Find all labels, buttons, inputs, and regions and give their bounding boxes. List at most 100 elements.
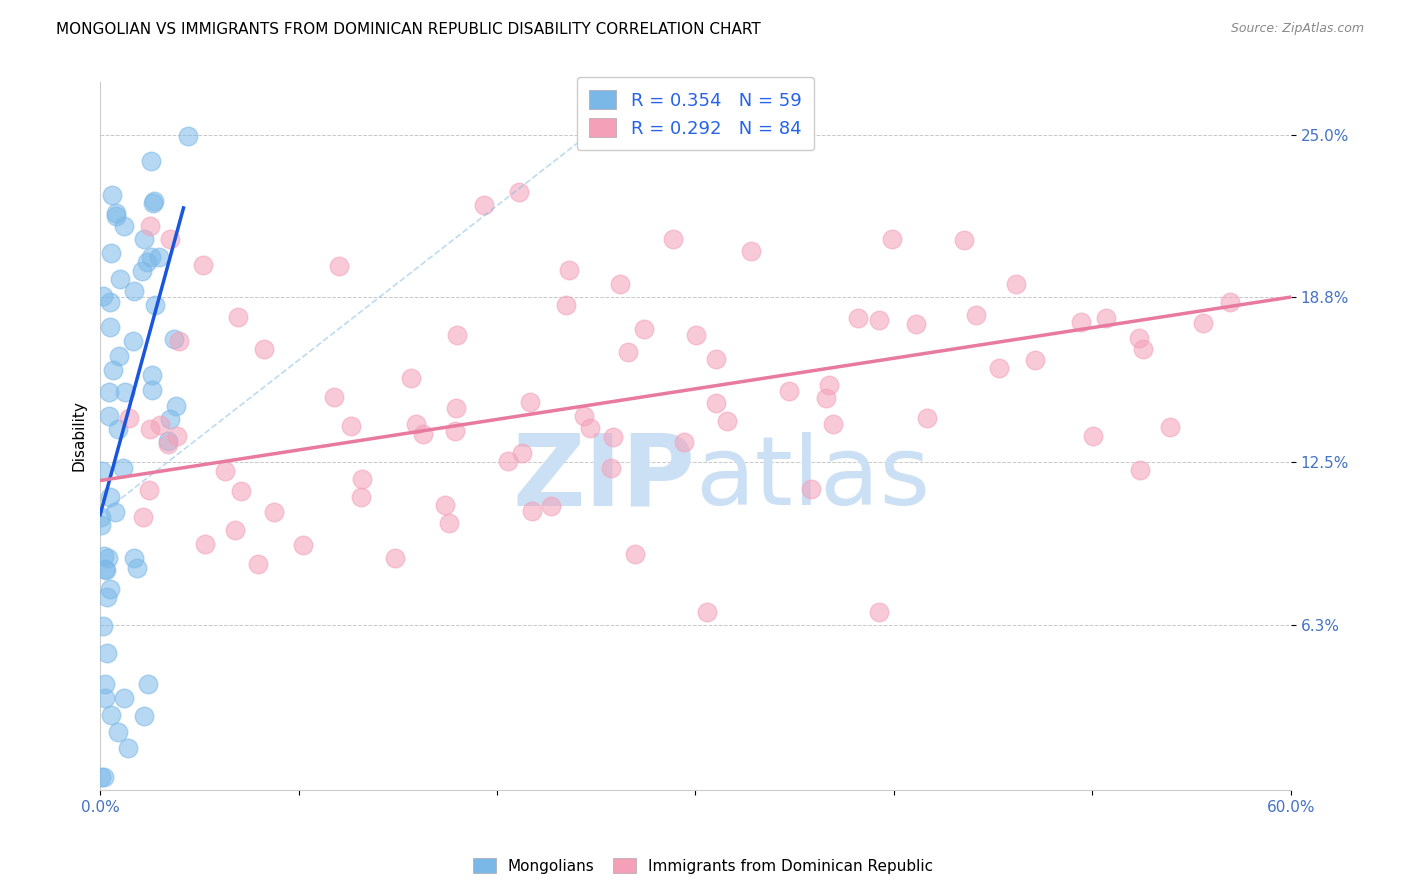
Point [443, 424, 465, 438]
Point [136, 677, 159, 691]
Point [166, 429, 188, 443]
Point [94, 562, 117, 576]
Point [558, 262, 581, 277]
Point [340, 419, 363, 434]
Point [662, 232, 685, 246]
Point [617, 344, 640, 359]
Point [224, 523, 246, 537]
Point [141, 250, 163, 264]
Point [778, 384, 800, 398]
Point [157, 437, 180, 451]
Point [98, 490, 121, 504]
Point [574, 409, 596, 423]
Point [142, 196, 165, 211]
Point [91, 289, 114, 303]
Point [149, 418, 172, 433]
Point [633, 322, 655, 336]
Point [96, 646, 118, 660]
Point [818, 377, 841, 392]
Point [540, 499, 562, 513]
Point [350, 490, 373, 504]
Point [291, 538, 314, 552]
Point [673, 435, 696, 450]
Point [226, 310, 249, 325]
Point [141, 383, 163, 397]
Point [96, 563, 118, 577]
Point [520, 503, 543, 517]
Point [131, 264, 153, 278]
Point [104, 209, 127, 223]
Point [716, 414, 738, 428]
Point [122, 551, 145, 566]
Point [135, 255, 157, 269]
Point [114, 385, 136, 400]
Point [97, 384, 120, 399]
Point [868, 605, 890, 619]
Point [965, 309, 987, 323]
Point [800, 482, 823, 496]
Point [905, 317, 928, 331]
Point [399, 371, 422, 385]
Point [127, 561, 149, 575]
Point [107, 421, 129, 435]
Point [740, 244, 762, 258]
Point [510, 445, 533, 459]
Point [111, 461, 134, 475]
Point [90, 770, 112, 784]
Point [159, 232, 181, 246]
Text: Source: ZipAtlas.com: Source: ZipAtlas.com [1230, 22, 1364, 36]
Point [104, 505, 127, 519]
Point [143, 298, 166, 312]
Point [412, 427, 434, 442]
Point [90, 510, 112, 524]
Point [508, 185, 530, 199]
Point [148, 250, 170, 264]
Point [139, 153, 162, 168]
Point [93, 770, 115, 784]
Point [328, 260, 350, 274]
Point [132, 709, 155, 723]
Point [98, 295, 121, 310]
Point [323, 390, 346, 404]
Point [98, 409, 121, 423]
Point [101, 187, 124, 202]
Point [131, 510, 153, 524]
Point [194, 537, 217, 551]
Point [118, 411, 141, 425]
Point [704, 396, 727, 410]
Point [143, 194, 166, 209]
Point [350, 472, 373, 486]
Point [953, 233, 976, 247]
Point [156, 434, 179, 448]
Point [579, 421, 602, 435]
Point [1095, 311, 1118, 326]
Point [107, 725, 129, 739]
Point [384, 551, 406, 566]
Point [163, 332, 186, 346]
Point [1024, 353, 1046, 368]
Point [623, 547, 645, 561]
Text: ZIP: ZIP [513, 430, 696, 527]
Point [917, 410, 939, 425]
Legend: R = 0.354   N = 59, R = 0.292   N = 84: R = 0.354 N = 59, R = 0.292 N = 84 [576, 77, 814, 150]
Point [108, 349, 131, 363]
Point [472, 198, 495, 212]
Point [446, 327, 468, 342]
Point [1192, 316, 1215, 330]
Point [1159, 420, 1181, 434]
Point [814, 391, 837, 405]
Point [1128, 331, 1150, 345]
Point [94, 677, 117, 691]
Point [112, 691, 135, 706]
Point [880, 232, 903, 246]
Point [519, 395, 541, 409]
Point [988, 361, 1011, 376]
Point [214, 464, 236, 478]
Point [600, 461, 623, 475]
Point [247, 557, 270, 571]
Point [132, 232, 155, 246]
Point [139, 422, 162, 436]
Point [602, 430, 624, 444]
Point [93, 691, 115, 706]
Legend: Mongolians, Immigrants from Dominican Republic: Mongolians, Immigrants from Dominican Re… [467, 852, 939, 880]
